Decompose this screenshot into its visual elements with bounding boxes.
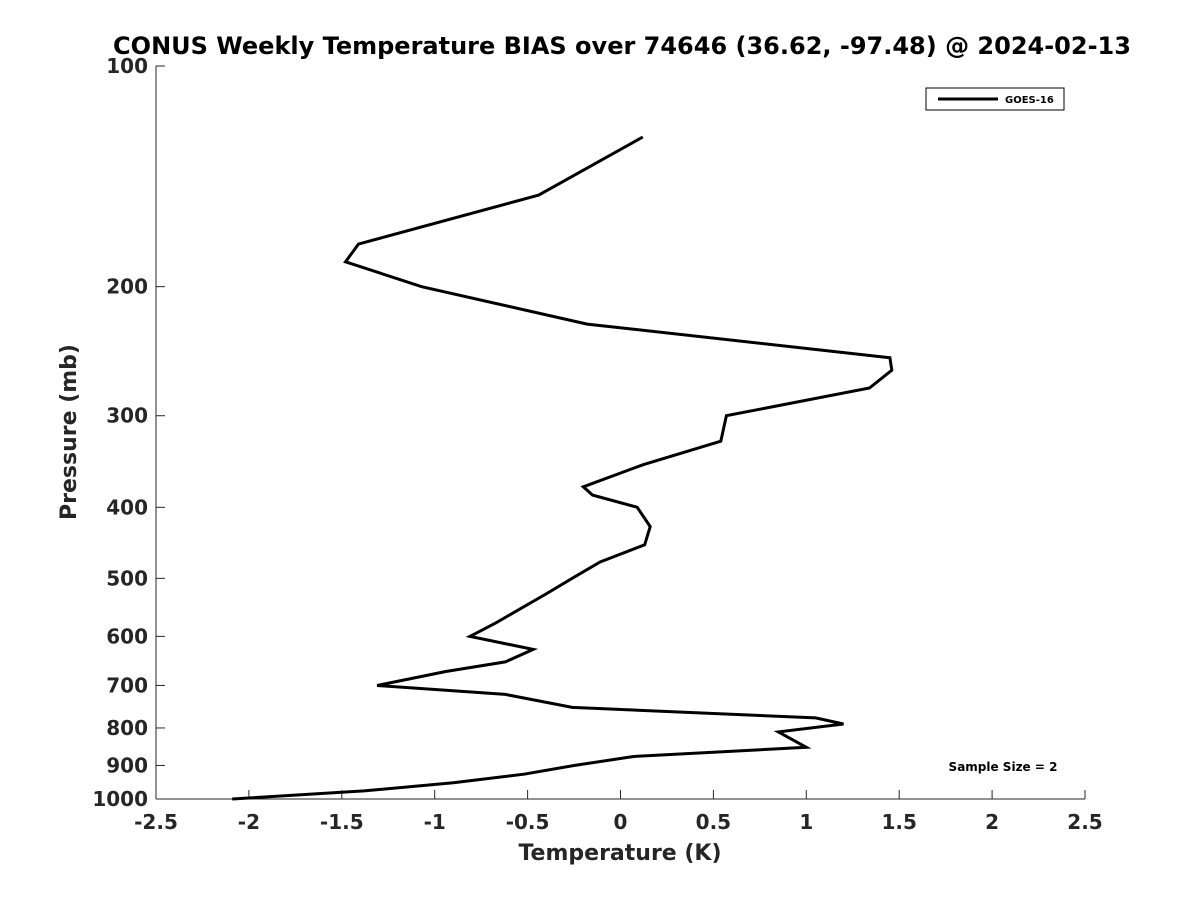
series-layer [232,135,894,801]
plot-area [156,66,1085,799]
x-tick-label: 2 [985,810,999,834]
x-tick-label: -2 [238,810,260,834]
chart-title: CONUS Weekly Temperature BIAS over 74646… [113,32,1131,60]
y-tick-label: 900 [106,753,148,777]
series-line-goes16 [232,135,894,801]
y-tick-label: 1000 [92,787,148,811]
y-tick-label: 200 [106,275,148,299]
y-tick-label: 600 [106,624,148,648]
x-tick-label: -2.5 [134,810,178,834]
y-tick-label: 800 [106,716,148,740]
x-tick-label: -1 [424,810,446,834]
y-axis-ticks: 100 200 300 400 500 600 700 800 900 1000 [92,54,165,811]
sample-size-annotation: Sample Size = 2 [949,760,1058,774]
x-tick-label: 1.5 [881,810,916,834]
x-tick-label: 0.5 [696,810,731,834]
legend-entry-goes16: GOES-16 [1005,95,1054,106]
x-tick-label: -1.5 [320,810,364,834]
y-tick-label: 400 [106,495,148,519]
y-tick-label: 100 [106,54,148,78]
y-tick-label: 500 [106,566,148,590]
x-tick-label: -0.5 [506,810,550,834]
x-tick-label: 0 [614,810,628,834]
y-tick-label: 700 [106,673,148,697]
y-axis-label: Pressure (mb) [57,344,82,520]
x-axis-ticks: -2.5 -2 -1.5 -1 -0.5 0 0.5 1 1.5 2 2.5 [134,790,1103,834]
legend: GOES-16 [925,87,1065,111]
y-tick-label: 300 [106,404,148,428]
x-tick-label: 1 [799,810,813,834]
x-axis-label: Temperature (K) [518,841,721,866]
x-tick-label: 2.5 [1067,810,1102,834]
